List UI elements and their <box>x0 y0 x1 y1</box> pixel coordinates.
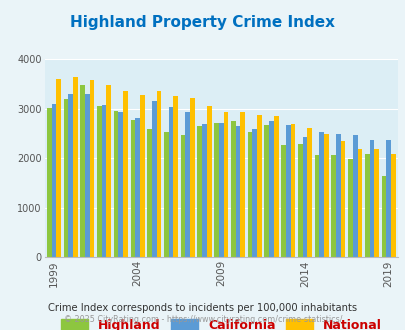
Bar <box>64 100 68 257</box>
Bar <box>80 85 85 257</box>
Bar <box>390 154 395 257</box>
Bar <box>118 112 123 257</box>
Bar <box>73 77 77 257</box>
Bar <box>302 137 307 257</box>
Bar <box>185 112 190 257</box>
Bar <box>106 85 111 257</box>
Bar <box>197 126 202 257</box>
Bar <box>130 120 135 257</box>
Text: Highland Property Crime Index: Highland Property Crime Index <box>70 15 335 30</box>
Bar <box>113 111 118 257</box>
Bar <box>56 79 61 257</box>
Bar <box>230 121 235 257</box>
Bar <box>373 148 378 257</box>
Text: © 2025 CityRating.com - https://www.cityrating.com/crime-statistics/: © 2025 CityRating.com - https://www.city… <box>64 315 341 324</box>
Bar <box>151 102 156 257</box>
Text: Crime Index corresponds to incidents per 100,000 inhabitants: Crime Index corresponds to incidents per… <box>48 303 357 313</box>
Bar <box>352 135 357 257</box>
Bar <box>281 145 285 257</box>
Bar <box>323 134 328 257</box>
Bar <box>140 95 144 257</box>
Bar <box>164 132 168 257</box>
Bar <box>386 140 390 257</box>
Bar <box>85 94 90 257</box>
Legend: Highland, California, National: Highland, California, National <box>60 319 381 330</box>
Bar <box>97 106 102 257</box>
Bar <box>264 125 269 257</box>
Bar <box>68 94 73 257</box>
Bar <box>269 121 273 257</box>
Bar <box>319 132 323 257</box>
Bar <box>90 80 94 257</box>
Bar <box>252 129 256 257</box>
Bar <box>156 91 161 257</box>
Bar <box>235 126 240 257</box>
Bar <box>51 104 56 257</box>
Bar <box>247 132 252 257</box>
Bar <box>168 107 173 257</box>
Bar <box>357 149 361 257</box>
Bar <box>314 155 319 257</box>
Bar <box>223 112 228 257</box>
Bar <box>273 116 278 257</box>
Bar <box>297 144 302 257</box>
Bar <box>47 108 51 257</box>
Bar <box>285 125 290 257</box>
Bar <box>240 112 245 257</box>
Bar <box>347 159 352 257</box>
Bar <box>330 155 335 257</box>
Bar <box>364 154 369 257</box>
Bar <box>218 123 223 257</box>
Bar <box>340 141 345 257</box>
Bar <box>335 134 340 257</box>
Bar <box>369 140 373 257</box>
Bar <box>180 135 185 257</box>
Bar <box>307 128 311 257</box>
Bar <box>173 96 178 257</box>
Bar <box>207 106 211 257</box>
Bar <box>135 118 140 257</box>
Bar <box>102 106 106 257</box>
Bar <box>123 91 128 257</box>
Bar <box>147 129 151 257</box>
Bar <box>381 176 386 257</box>
Bar <box>214 123 218 257</box>
Bar <box>202 124 207 257</box>
Bar <box>290 124 294 257</box>
Bar <box>256 115 261 257</box>
Bar <box>190 98 194 257</box>
